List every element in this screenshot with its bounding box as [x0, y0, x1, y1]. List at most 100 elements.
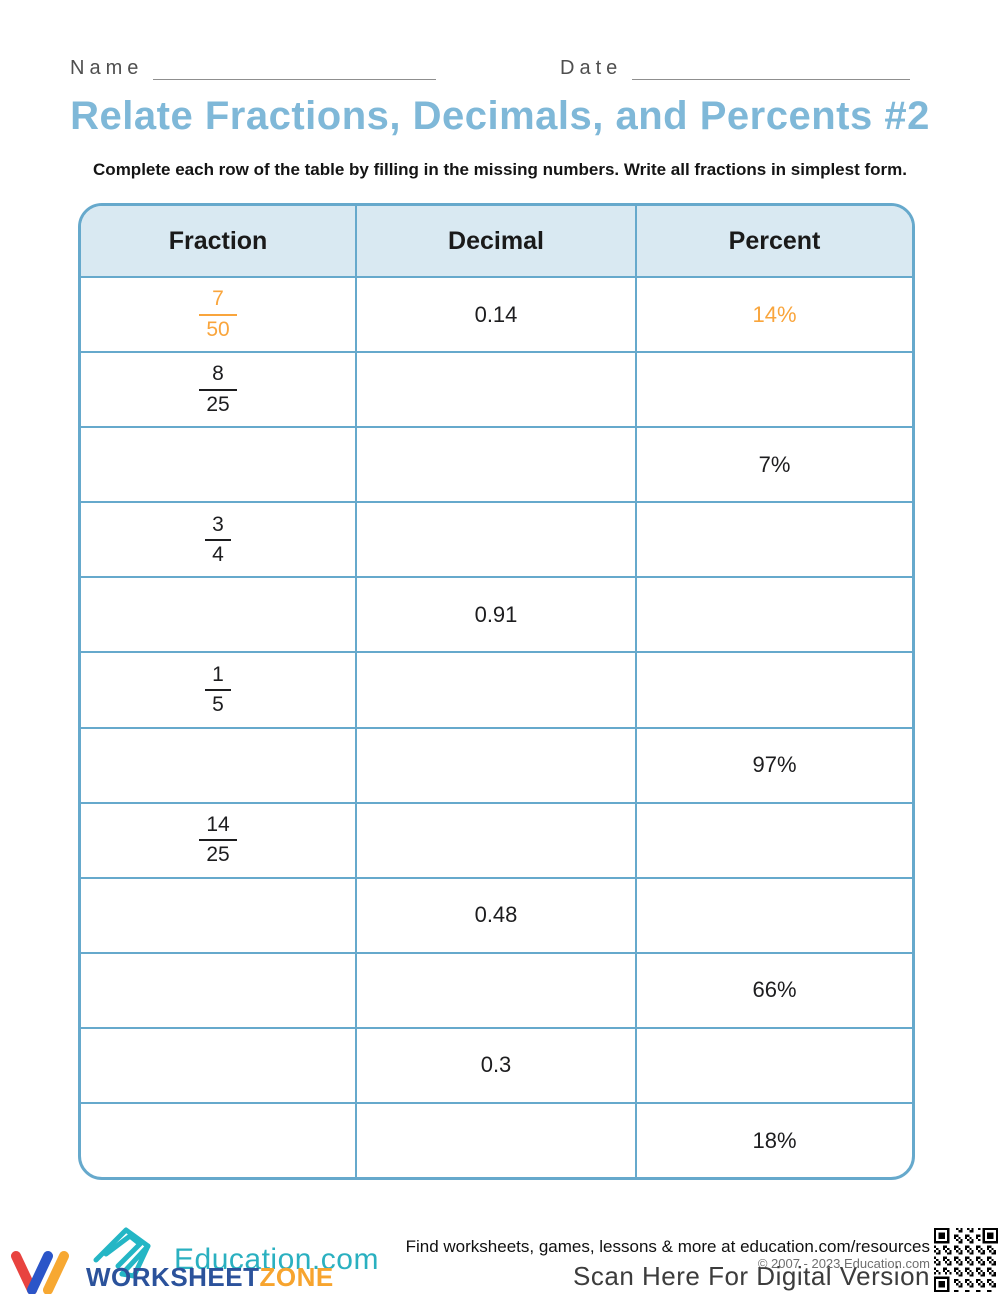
scan-here-text: Scan Here For Digital Version [573, 1261, 930, 1291]
fraction-cell: 7 50 [81, 278, 355, 351]
percent-cell[interactable] [635, 578, 912, 652]
percent-value: 14% [752, 301, 797, 327]
percent-value: 7% [758, 451, 791, 477]
decimal-cell[interactable] [355, 503, 635, 577]
fraction-cell[interactable] [81, 578, 355, 651]
table-row: 97% [81, 726, 912, 802]
decimal-cell: 0.3 [355, 1028, 635, 1103]
percent-cell: 14% [635, 278, 912, 352]
decimal-value: 0.3 [480, 1052, 512, 1078]
table-row: 14 25 [81, 801, 912, 877]
percent-value: 97% [752, 752, 797, 778]
date-label: Date [560, 57, 623, 79]
worksheet-zone-logo-text: WORKSHEETZONE [86, 1262, 334, 1293]
date-field: Date [560, 56, 910, 80]
table-row: 8 25 [81, 351, 912, 427]
fraction-numerator: 14 [206, 812, 230, 836]
table-row: 66% [81, 951, 912, 1027]
fraction-cell: 1 5 [81, 653, 355, 726]
page-title: Relate Fractions, Decimals, and Percents… [70, 94, 930, 138]
fraction-bar [199, 839, 237, 842]
name-blank-line[interactable] [153, 56, 436, 80]
worksheet-logo-word: WORKSHEET [86, 1262, 260, 1292]
fraction-value: 8 25 [199, 361, 237, 418]
decimal-cell[interactable] [355, 1104, 635, 1177]
fraction-denominator: 25 [206, 392, 230, 416]
percent-value: 18% [752, 1127, 797, 1153]
header-cell-fraction: Fraction [168, 226, 268, 255]
fraction-value: 14 25 [199, 812, 237, 869]
fraction-bar [199, 388, 237, 391]
table-row: 7 50 0.14 14% [81, 276, 912, 352]
decimal-cell[interactable] [355, 803, 635, 877]
fraction-denominator: 50 [206, 317, 230, 341]
percent-cell[interactable] [635, 653, 912, 727]
name-field: Name [70, 56, 436, 80]
education-logo-text: Education.com [174, 1243, 379, 1276]
instruction-text: Complete each row of the table by fillin… [93, 160, 907, 179]
decimal-cell: 0.14 [355, 278, 635, 352]
copyright-text: © 2007 - 2023 Education.com [757, 1256, 930, 1271]
table-row: 7% [81, 426, 912, 502]
percent-value: 66% [752, 977, 797, 1003]
header-cell-percent: Percent [635, 206, 912, 276]
decimal-cell: 0.91 [355, 578, 635, 652]
fraction-bar [205, 538, 231, 541]
fraction-cell: 14 25 [81, 804, 355, 877]
fraction-bar [199, 313, 237, 316]
decimal-cell[interactable] [355, 428, 635, 502]
header-cell-decimal: Decimal [355, 206, 635, 276]
percent-cell: 7% [635, 428, 912, 502]
table-row: 0.48 [81, 876, 912, 952]
table-header-row: Fraction Decimal Percent [81, 206, 912, 276]
table-row: 18% [81, 1102, 912, 1177]
decimal-value: 0.91 [474, 601, 518, 627]
fraction-cell: 8 25 [81, 353, 355, 426]
fraction-value: 1 5 [205, 662, 231, 719]
name-label: Name [70, 57, 144, 79]
fraction-cell[interactable] [81, 1104, 355, 1177]
percent-cell: 97% [635, 728, 912, 802]
fraction-numerator: 7 [212, 287, 224, 311]
table-row: 3 4 [81, 501, 912, 577]
date-blank-line[interactable] [632, 56, 910, 80]
fraction-value: 3 4 [205, 512, 231, 569]
decimal-value: 0.14 [474, 301, 518, 327]
worksheet-table: Fraction Decimal Percent 7 50 0.14 14% [78, 203, 915, 1180]
fraction-cell[interactable] [81, 879, 355, 952]
percent-cell[interactable] [635, 803, 912, 877]
decimal-cell[interactable] [355, 353, 635, 427]
decimal-cell[interactable] [355, 953, 635, 1027]
table-row: 1 5 [81, 651, 912, 727]
table-row: 0.91 [81, 576, 912, 652]
education-logo-icon [93, 1227, 151, 1279]
table-row: 0.3 [81, 1026, 912, 1103]
worksheet-zone-logo-icon [11, 1251, 69, 1294]
qr-code [934, 1228, 998, 1292]
percent-cell[interactable] [635, 1028, 912, 1103]
fraction-cell[interactable] [81, 954, 355, 1027]
fraction-bar [205, 689, 231, 692]
footer-resources-text: Find worksheets, games, lessons & more a… [405, 1237, 930, 1256]
fraction-cell[interactable] [81, 428, 355, 501]
percent-cell[interactable] [635, 353, 912, 427]
percent-cell: 18% [635, 1104, 912, 1177]
fraction-cell[interactable] [81, 1029, 355, 1102]
percent-cell[interactable] [635, 503, 912, 577]
table-body: 7 50 0.14 14% 8 25 [81, 276, 912, 1177]
fraction-denominator: 5 [212, 693, 224, 717]
fraction-numerator: 3 [212, 512, 224, 536]
decimal-cell[interactable] [355, 728, 635, 802]
zone-logo-word: ZONE [259, 1262, 334, 1292]
fraction-cell: 3 4 [81, 503, 355, 576]
fraction-denominator: 4 [212, 542, 224, 566]
decimal-cell[interactable] [355, 653, 635, 727]
decimal-cell: 0.48 [355, 878, 635, 952]
fraction-numerator: 8 [212, 362, 224, 386]
fraction-value: 7 50 [199, 286, 237, 343]
decimal-value: 0.48 [474, 902, 518, 928]
percent-cell[interactable] [635, 878, 912, 952]
fraction-cell[interactable] [81, 729, 355, 802]
fraction-numerator: 1 [212, 662, 224, 686]
